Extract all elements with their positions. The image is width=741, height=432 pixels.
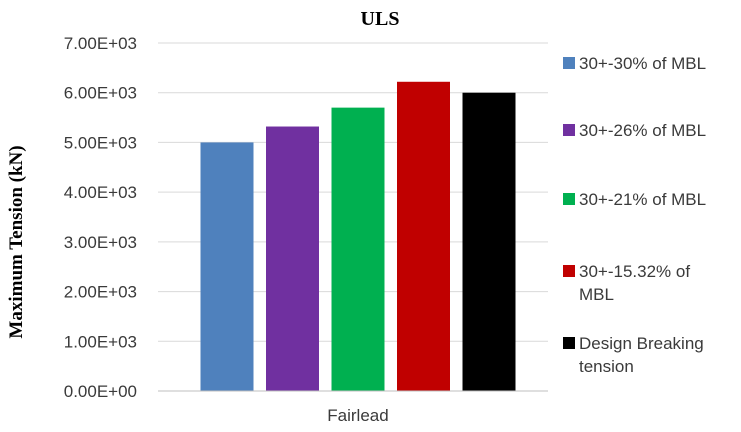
y-tick-label: 4.00E+03 [64, 183, 137, 202]
bar-1 [200, 142, 254, 391]
y-tick-label: 5.00E+03 [64, 133, 137, 152]
bars [200, 81, 516, 392]
legend-label: Design Breaking [579, 334, 704, 353]
x-tick-label: Fairlead [327, 406, 388, 425]
legend-label: MBL [579, 285, 614, 304]
legend-item-2: 30+-26% of MBL [563, 121, 706, 140]
legend-item-4: 30+-15.32% of MBL [563, 262, 690, 304]
y-tick-label: 2.00E+03 [64, 283, 137, 302]
legend-swatch [563, 57, 575, 69]
bar-5 [462, 92, 516, 391]
legend: 30+-30% of MBL 30+-26% of MBL 30+-21% of M… [563, 54, 706, 376]
y-tick-label: 6.00E+03 [64, 84, 137, 103]
legend-label: tension [579, 357, 634, 376]
legend-item-3: 30+-21% of MBL [563, 190, 706, 209]
chart-title: ULS [361, 8, 400, 30]
y-tick-label: 1.00E+03 [64, 332, 137, 351]
legend-item-1: 30+-30% of MBL [563, 54, 706, 73]
legend-swatch [563, 265, 575, 277]
legend-label: 30+-21% of MBL [579, 190, 706, 209]
legend-swatch [563, 124, 575, 136]
legend-item-5: Design Breaking tension [563, 334, 704, 376]
bar-4 [397, 81, 450, 391]
bar-2 [266, 126, 319, 392]
legend-label: 30+-15.32% of [579, 262, 690, 281]
y-axis-ticks: 0.00E+00 1.00E+03 2.00E+03 3.00E+03 4.00E+03… [64, 34, 137, 401]
y-tick-label: 0.00E+00 [64, 382, 137, 401]
bar-3 [331, 107, 385, 391]
legend-label: 30+-26% of MBL [579, 121, 706, 140]
legend-swatch [563, 193, 575, 205]
legend-swatch [563, 337, 575, 349]
x-axis-ticks: Fairlead [327, 406, 388, 425]
legend-label: 30+-30% of MBL [579, 54, 706, 73]
y-axis-label: Maximum Tension (kN) [6, 145, 27, 338]
y-tick-label: 3.00E+03 [64, 233, 137, 252]
y-tick-label: 7.00E+03 [64, 34, 137, 53]
